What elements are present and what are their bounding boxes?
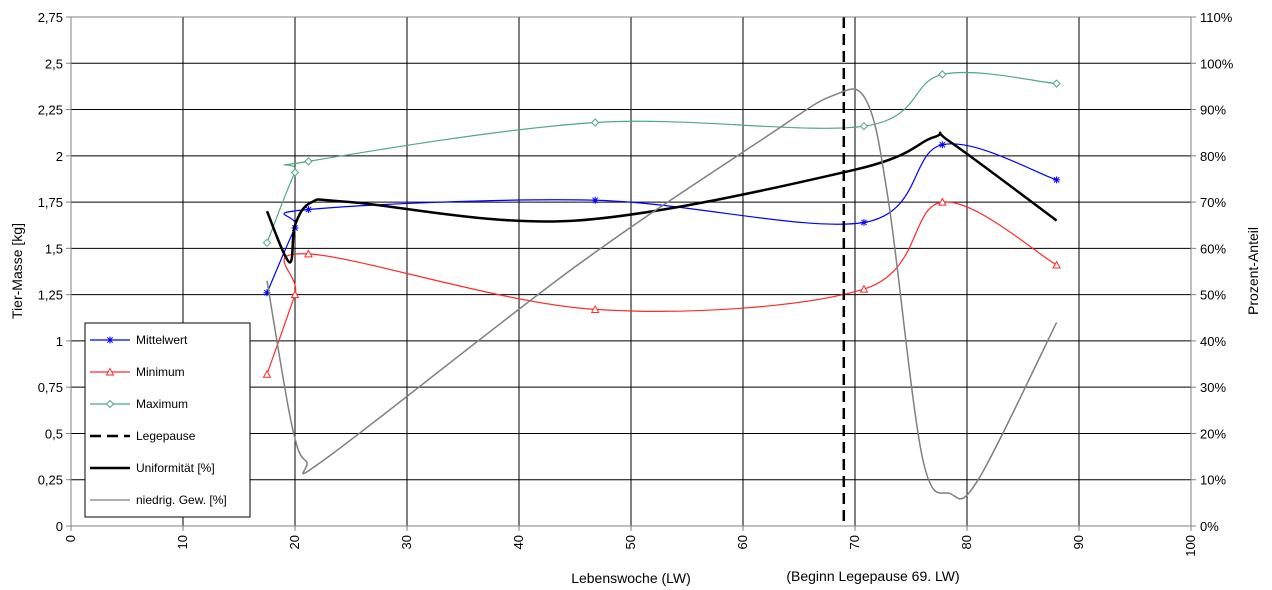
legend-entry-minimum: Minimum (90, 365, 185, 379)
legend-label-niedrig-gew: niedrig. Gew. [%] (136, 493, 227, 507)
marker-stroke (939, 141, 946, 148)
legend-entry-uniformit-t: Uniformität [%] (90, 461, 215, 475)
axes: 0 10 20 30 40 50 60 70 80 90 100 0 0,25 0,5 0,75 1 1,25 1… (38, 10, 1234, 557)
legend-label-maximum: Maximum (136, 397, 188, 411)
y2-tick-label: 60% (1200, 241, 1226, 256)
data-point-maximum (290, 168, 300, 177)
legend-marker-mittelwert (106, 336, 114, 344)
series-line-uniformit-t (265, 131, 1058, 264)
y-tick-label: 0,75 (38, 380, 63, 395)
y-tick-label: 0 (56, 519, 63, 534)
data-point-minimum (290, 290, 300, 299)
data-point-maximum (590, 118, 600, 127)
y2-tick-label: 80% (1200, 149, 1226, 164)
series-line-minimum (266, 201, 1057, 375)
x-axis-title: Lebenswoche (LW) (571, 570, 691, 586)
y2-tick-label: 110% (1200, 10, 1233, 25)
series-layer (262, 17, 1061, 526)
y-tick-label: 2 (56, 149, 63, 164)
y-tick-label: 2,5 (45, 56, 63, 71)
data-point-minimum (1052, 260, 1061, 269)
y2-tick-label: 20% (1200, 426, 1226, 441)
marker-stroke (592, 197, 599, 204)
data-point-mittelwert (938, 141, 946, 149)
legend-label-minimum: Minimum (136, 365, 185, 379)
y2-tick-label: 10% (1200, 473, 1226, 488)
x-tick-label: 90 (1071, 535, 1086, 549)
y-tick-label: 0,5 (45, 426, 63, 441)
legend-entry-legepause: Legepause (90, 429, 196, 443)
x-tick-label: 80 (959, 535, 974, 549)
y-tick-label: 2,25 (38, 103, 63, 118)
y2-axis-title: Prozent-Anteil (1245, 227, 1261, 315)
data-point-maximum (262, 238, 272, 248)
data-point-minimum (262, 369, 272, 378)
series-line-niedrig-gew (266, 88, 1058, 500)
data-point-mittelwert (1053, 176, 1061, 184)
data-point-maximum (1052, 79, 1061, 88)
x-tick-label: 70 (847, 535, 862, 549)
data-point-maximum (938, 70, 947, 79)
y2-tick-label: 50% (1200, 288, 1226, 303)
x-tick-label: 30 (399, 535, 414, 549)
y2-tick-label: 100% (1200, 56, 1234, 71)
legend-box (84, 322, 251, 518)
data-point-mittelwert (304, 205, 312, 213)
x-tick-label: 50 (623, 535, 638, 549)
y2-tick-label: 0% (1200, 519, 1219, 534)
data-point-mittelwert (860, 218, 868, 226)
y-tick-label: 1,25 (38, 288, 63, 303)
y-tick-label: 2,75 (38, 10, 63, 25)
data-point-minimum (590, 304, 600, 313)
y-axis-title: Tier-Masse [kg] (9, 223, 25, 319)
grid (71, 17, 1191, 526)
x-tick-label: 100 (1183, 535, 1198, 557)
annotation-legepause: (Beginn Legepause 69. LW) (786, 568, 959, 584)
data-point-maximum (859, 121, 869, 131)
legend-entry-maximum: Maximum (90, 397, 188, 411)
x-tick-label: 60 (735, 535, 750, 549)
y-tick-label: 1,75 (38, 195, 63, 210)
x-tick-label: 20 (287, 535, 302, 549)
marker-stroke (305, 206, 312, 213)
marker-stroke (107, 337, 113, 343)
data-point-maximum (304, 157, 313, 166)
y2-tick-label: 90% (1200, 103, 1226, 118)
legend-entry-mittelwert: Mittelwert (90, 333, 188, 347)
x-tick-label: 40 (511, 535, 526, 549)
marker-stroke (860, 219, 867, 226)
y-tick-label: 1 (56, 334, 63, 349)
x-tick-label: 10 (175, 535, 190, 549)
y2-tick-label: 30% (1200, 380, 1226, 395)
legend: Mittelwert Minimum Maximum Legepause Uniform… (84, 322, 251, 518)
legend-entry-niedrig-gew: niedrig. Gew. [%] (90, 493, 227, 507)
legend-marker-maximum (105, 399, 115, 409)
y-tick-label: 1,5 (45, 241, 63, 256)
legend-label-uniformit-t: Uniformität [%] (136, 461, 215, 475)
x-tick-label: 0 (63, 535, 78, 542)
y2-tick-label: 40% (1200, 334, 1226, 349)
data-point-minimum (304, 249, 313, 258)
data-point-minimum (938, 197, 947, 206)
legend-label-mittelwert: Mittelwert (136, 333, 188, 347)
y-tick-label: 0,25 (38, 473, 63, 488)
data-point-minimum (859, 284, 869, 293)
legend-marker-minimum (105, 367, 115, 376)
data-point-mittelwert (591, 196, 599, 204)
legend-label-legepause: Legepause (136, 429, 196, 443)
marker-stroke (1053, 176, 1060, 183)
y2-tick-label: 70% (1200, 195, 1226, 210)
